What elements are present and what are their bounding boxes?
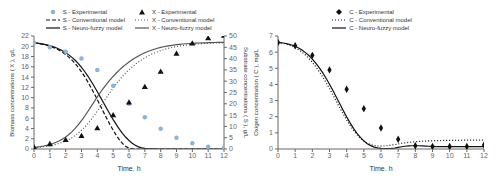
- svg-text:4: 4: [345, 152, 349, 159]
- svg-text:5: 5: [111, 152, 115, 159]
- svg-text:45: 45: [229, 44, 237, 51]
- svg-text:20: 20: [229, 100, 237, 107]
- html-text:S - Experimental: S - Experimental: [62, 9, 107, 15]
- svg-text:5: 5: [362, 152, 366, 159]
- svg-text:16: 16: [21, 63, 29, 70]
- svg-text:Time, h: Time, h: [117, 165, 140, 171]
- svg-text:25: 25: [229, 89, 237, 96]
- svg-text:2: 2: [25, 135, 29, 142]
- html-text:X - Conventional model: X - Conventional model: [152, 17, 215, 23]
- svg-text:0: 0: [276, 152, 280, 159]
- svg-text:7: 7: [396, 152, 400, 159]
- svg-text:8: 8: [413, 152, 417, 159]
- html-text:C - Conventional model: C - Conventional model: [349, 17, 412, 23]
- svg-text:40: 40: [229, 55, 237, 62]
- svg-text:8: 8: [159, 152, 163, 159]
- html-text:C - Neuro-fuzzy model: C - Neuro-fuzzy model: [349, 25, 410, 31]
- svg-text:22: 22: [21, 32, 29, 39]
- svg-text:15: 15: [229, 112, 237, 119]
- svg-text:1: 1: [48, 152, 52, 159]
- svg-text:0: 0: [25, 145, 29, 152]
- svg-text:Time, h: Time, h: [369, 165, 392, 171]
- svg-text:7: 7: [143, 152, 147, 159]
- svg-text:Substrate concentrations ( S ): Substrate concentrations ( S ), g/L: [243, 47, 249, 139]
- svg-text:8: 8: [25, 104, 29, 111]
- svg-text:9: 9: [175, 152, 179, 159]
- svg-text:10: 10: [188, 152, 196, 159]
- svg-text:3: 3: [80, 152, 84, 159]
- svg-text:2: 2: [310, 152, 314, 159]
- svg-text:14: 14: [21, 74, 29, 81]
- svg-text:Biomass concentrations ( X ),: Biomass concentrations ( X ), g/L: [9, 48, 15, 137]
- svg-text:6: 6: [379, 152, 383, 159]
- svg-text:18: 18: [21, 53, 29, 60]
- svg-text:9: 9: [431, 152, 435, 159]
- svg-text:1: 1: [269, 129, 273, 136]
- svg-text:0: 0: [32, 152, 36, 159]
- svg-text:11: 11: [205, 152, 212, 159]
- svg-text:1: 1: [293, 152, 297, 159]
- svg-text:12: 12: [480, 152, 488, 159]
- svg-text:35: 35: [229, 66, 237, 73]
- svg-text:7: 7: [269, 32, 273, 39]
- svg-text:0: 0: [269, 145, 273, 152]
- svg-text:3: 3: [269, 97, 273, 104]
- svg-text:12: 12: [21, 84, 29, 91]
- svg-text:5: 5: [229, 134, 233, 141]
- svg-text:Oxigen concentration ( C ), mg: Oxigen concentration ( C ), mg/L: [253, 48, 259, 135]
- svg-text:20: 20: [21, 43, 29, 50]
- svg-text:10: 10: [229, 123, 237, 130]
- html-text:C - Experimental: C - Experimental: [349, 9, 394, 15]
- svg-text:4: 4: [269, 81, 273, 88]
- html-text:X - Experimental: X - Experimental: [152, 9, 197, 15]
- svg-text:4: 4: [95, 152, 99, 159]
- svg-text:0: 0: [229, 145, 233, 152]
- svg-text:2: 2: [269, 113, 273, 120]
- svg-text:6: 6: [269, 49, 273, 56]
- svg-text:10: 10: [21, 94, 29, 101]
- svg-text:6: 6: [25, 115, 29, 122]
- svg-text:10: 10: [446, 152, 454, 159]
- svg-text:30: 30: [229, 78, 237, 85]
- svg-text:6: 6: [127, 152, 131, 159]
- html-text:X - Neuro-fuzzy model: X - Neuro-fuzzy model: [152, 25, 212, 31]
- svg-text:4: 4: [25, 125, 29, 132]
- html-text:S - Conventional model: S - Conventional model: [62, 17, 125, 23]
- svg-text:3: 3: [328, 152, 332, 159]
- svg-text:5: 5: [269, 65, 273, 72]
- svg-text:50: 50: [229, 32, 237, 39]
- svg-text:11: 11: [463, 152, 470, 159]
- html-text:S - Neuro-fuzzy model: S - Neuro-fuzzy model: [62, 25, 123, 31]
- svg-text:12: 12: [220, 152, 228, 159]
- svg-text:2: 2: [64, 152, 68, 159]
